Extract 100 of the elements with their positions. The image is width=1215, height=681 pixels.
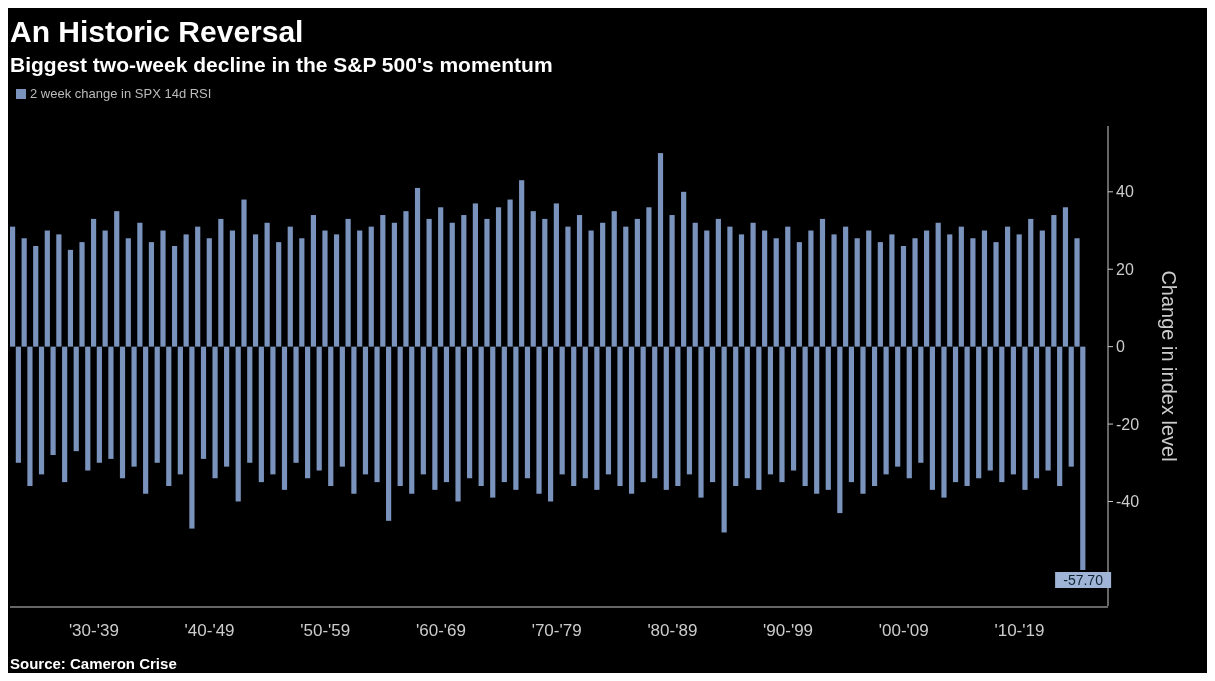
bar	[241, 199, 247, 347]
bar	[605, 346, 612, 475]
chart-subtitle: Biggest two-week decline in the S&P 500's momentum	[10, 53, 553, 76]
bar	[993, 242, 999, 347]
bar	[941, 346, 947, 498]
bar	[114, 211, 120, 347]
y-tick-label: 20	[1116, 260, 1134, 278]
bar	[519, 180, 525, 347]
bar	[276, 242, 282, 347]
x-tick-label: '10-'19	[994, 621, 1045, 640]
bar	[900, 246, 907, 347]
x-tick-label: '30-'39	[68, 621, 119, 640]
bar	[721, 346, 727, 533]
bar	[200, 346, 207, 459]
bar	[258, 346, 264, 483]
bar	[1039, 230, 1045, 347]
bar	[137, 222, 143, 347]
bar	[305, 346, 311, 479]
bar	[495, 207, 502, 347]
bar	[628, 346, 635, 494]
bar	[536, 346, 542, 494]
bar	[490, 346, 496, 498]
x-tick-label: '60-'69	[415, 621, 466, 640]
x-tick-label: '40-'49	[184, 621, 235, 640]
bar	[999, 346, 1005, 483]
bar	[339, 346, 345, 467]
bar	[646, 207, 652, 347]
bar	[692, 222, 698, 347]
bar	[333, 234, 340, 347]
bar	[247, 346, 253, 463]
bar	[675, 346, 681, 486]
bar	[293, 346, 299, 463]
x-tick-label: '70-'79	[531, 621, 582, 640]
bar	[455, 346, 461, 502]
bar	[171, 246, 178, 347]
bar	[623, 226, 629, 347]
bar	[704, 230, 710, 347]
bar	[143, 346, 149, 494]
bar	[582, 346, 588, 479]
bar	[21, 238, 27, 347]
bar	[131, 346, 137, 467]
bar	[345, 218, 351, 347]
bar	[825, 346, 831, 490]
bar	[472, 203, 478, 347]
bar	[808, 230, 814, 347]
bar	[362, 346, 369, 475]
bar	[657, 153, 664, 347]
bar	[1016, 234, 1022, 347]
bar	[918, 346, 924, 463]
bar	[924, 230, 930, 347]
bar	[871, 346, 878, 486]
bar	[125, 238, 131, 347]
bar	[715, 218, 721, 347]
bar	[831, 234, 837, 347]
bar	[252, 234, 259, 347]
bar	[183, 234, 189, 347]
bar	[790, 346, 797, 471]
bar	[681, 191, 687, 347]
bar	[733, 346, 739, 486]
bar	[738, 234, 745, 347]
bar	[600, 222, 606, 347]
bar	[397, 346, 403, 486]
bar	[33, 246, 39, 347]
bar	[970, 238, 976, 347]
legend-label: 2 week change in SPX 14d RSI	[30, 86, 212, 101]
bar	[160, 230, 166, 347]
x-tick-label: '50-'59	[300, 621, 351, 640]
source-note: Source: Cameron Crise	[10, 655, 177, 672]
bar	[542, 218, 548, 347]
bar	[119, 346, 126, 479]
bar	[287, 226, 293, 347]
bar	[819, 218, 826, 347]
bar	[235, 346, 241, 502]
bar	[1062, 207, 1069, 347]
x-tick-label: '80-'89	[647, 621, 698, 640]
bar	[576, 215, 583, 347]
bar	[38, 346, 45, 475]
bar	[449, 222, 455, 347]
bar	[935, 222, 941, 347]
bar	[895, 346, 901, 467]
bar	[85, 346, 91, 471]
bar	[322, 230, 328, 347]
bar	[756, 346, 762, 490]
x-tick-label: '00-'09	[878, 621, 929, 640]
bar	[15, 346, 21, 463]
bar	[513, 346, 519, 490]
bar	[883, 346, 889, 475]
bar	[1033, 346, 1040, 479]
bar	[727, 226, 733, 347]
bar	[773, 238, 779, 347]
bar	[380, 215, 386, 347]
bar	[50, 346, 56, 456]
y-tick-label: 40	[1116, 183, 1134, 201]
y-tick-label: 0	[1116, 338, 1125, 356]
bar	[148, 242, 155, 347]
bar	[814, 346, 820, 494]
bar	[507, 199, 513, 347]
bar	[912, 238, 918, 347]
bar	[218, 218, 224, 347]
bar	[640, 346, 646, 483]
